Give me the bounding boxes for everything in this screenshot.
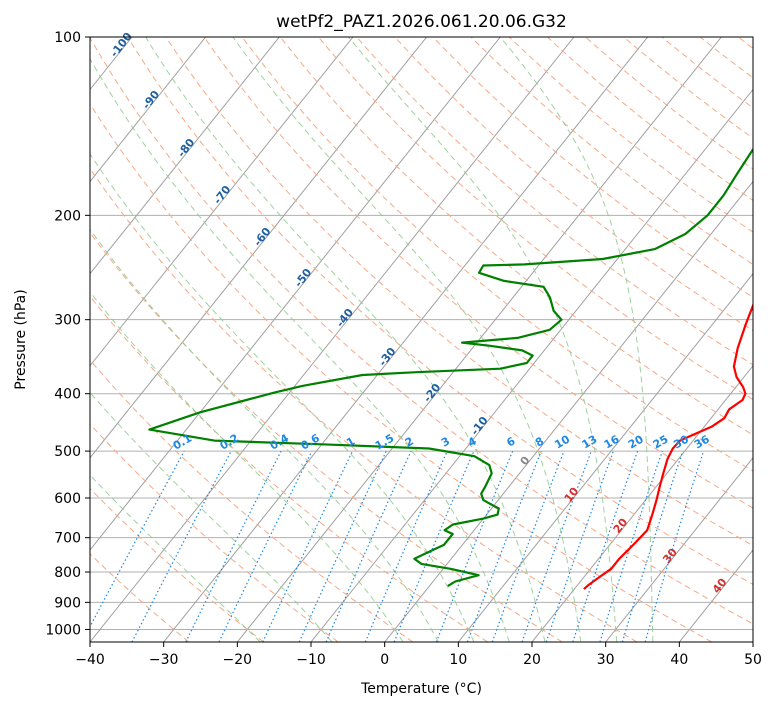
x-tick-label: 0 (380, 652, 389, 668)
moist-adiabat-line (499, 37, 654, 642)
mixing-ratio-line (545, 450, 614, 642)
x-axis-ticks: −40 −30 −20 −10 0 10 20 30 40 50 (75, 642, 762, 668)
dry-adiabat-line (279, 37, 753, 436)
y-axis-ticks: 100 200 300 400 500 600 700 800 900 1000 (45, 30, 90, 638)
profile-series (148, 147, 753, 590)
y-tick-label: 200 (54, 208, 81, 224)
x-tick-label: 50 (744, 652, 762, 668)
x-tick-label: 10 (449, 652, 467, 668)
mixing-ratio-line (325, 450, 412, 642)
plot-frame (89, 36, 754, 643)
moist-adiabat-line (90, 153, 475, 642)
y-tick-label: 800 (54, 565, 81, 581)
dry-adiabat-line (432, 37, 753, 298)
isotherm-line (752, 641, 753, 642)
isotherm-line (605, 457, 753, 642)
moist-adiabat-line (232, 37, 582, 642)
mixing-ratio-line (393, 450, 475, 642)
isotherm-lines (0, 37, 753, 642)
mixing-ratio-line (644, 450, 705, 642)
x-tick-label: 30 (597, 652, 615, 668)
y-tick-label: 300 (54, 313, 81, 329)
isotherm-line (90, 37, 280, 275)
y-tick-label: 600 (54, 491, 81, 507)
y-tick-label: 1000 (45, 622, 81, 638)
moist-adiabat-line (90, 228, 439, 642)
y-tick-label: 500 (54, 444, 81, 460)
x-tick-label: −40 (75, 652, 105, 668)
x-tick-label: −20 (223, 652, 253, 668)
mixing-ratio-line (572, 450, 639, 642)
x-tick-label: 20 (523, 652, 541, 668)
mixing-ratio-line (364, 450, 448, 642)
dry-adiabat-line (90, 102, 712, 642)
x-tick-label: 40 (670, 652, 688, 668)
y-tick-label: 400 (54, 387, 81, 403)
dry-adiabat-line (165, 37, 753, 547)
mixing-ratio-line (298, 450, 387, 642)
x-axis-title: Temperature (°C) (360, 681, 482, 697)
y-tick-label: 700 (54, 531, 81, 547)
mixing-ratio-line (90, 450, 185, 628)
dewpoint-series-line (148, 147, 753, 588)
y-tick-label: 900 (54, 595, 81, 611)
isotherm-line (90, 37, 354, 367)
mixing-ratio-line (218, 450, 313, 642)
moist-adiabat-line (90, 291, 404, 642)
mixing-ratio-line (262, 450, 354, 642)
isotherm-line (236, 37, 722, 642)
dry-adiabat-line (90, 423, 339, 642)
x-tick-label: −30 (149, 652, 179, 668)
x-tick-label: −10 (296, 652, 326, 668)
dry-adiabat-line (241, 37, 753, 472)
dry-adiabat-line (470, 37, 753, 266)
dry-adiabat-line (90, 37, 753, 625)
background-lines (0, 37, 753, 642)
moist-adiabat-lines (90, 37, 654, 642)
plot-area (90, 37, 753, 642)
dry-adiabat-line (318, 37, 753, 401)
isotherm-line (163, 37, 649, 642)
mixing-ratio-line (521, 450, 592, 642)
mixing-ratio-line (621, 450, 684, 642)
isotherm-line (90, 37, 575, 642)
moist-adiabat-line (90, 57, 510, 642)
isotherm-line (90, 37, 207, 183)
dry-adiabat-lines (90, 37, 753, 642)
isotherm-line (90, 37, 501, 551)
dry-adiabat-line (90, 295, 488, 642)
isotherm-line (531, 364, 753, 642)
isotherm-line (90, 37, 428, 459)
dry-adiabat-line (90, 231, 563, 642)
dry-adiabat-line (508, 37, 753, 233)
chart-title: wetPf2_PAZ1.2026.061.20.06.G32 (276, 12, 567, 32)
y-axis-title: Pressure (hPa) (13, 289, 29, 389)
moist-adiabat-line (90, 474, 261, 642)
isotherm-line (0, 37, 58, 642)
temperature-series-line (583, 302, 753, 590)
isotherm-line (457, 272, 753, 642)
moist-adiabat-line (348, 37, 618, 642)
y-tick-label: 100 (54, 30, 81, 46)
isotherm-line (384, 180, 753, 642)
